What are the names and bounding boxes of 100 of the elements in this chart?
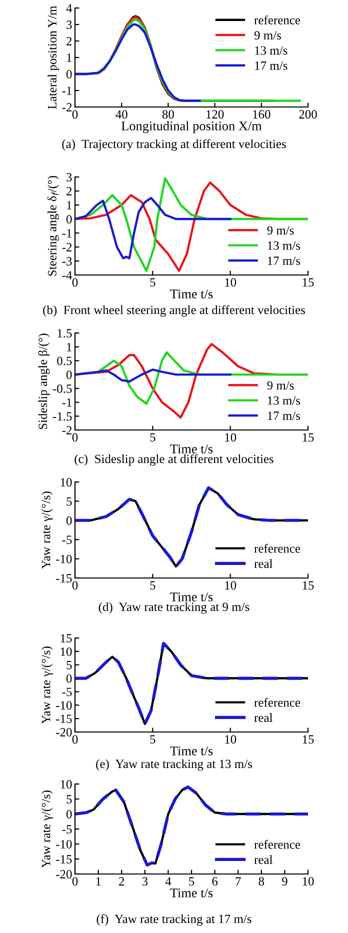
y-tick-label: -15 — [56, 714, 72, 724]
x-axis-title: Time t/s — [170, 290, 213, 298]
x-tick-label: 10 — [225, 735, 236, 744]
y-tick-label: 0 — [66, 810, 72, 818]
y-tick-label: -2 — [62, 103, 72, 112]
x-tick-label: 4 — [165, 877, 172, 886]
legend-label: 9 m/s — [254, 31, 281, 40]
legend-label: reference — [254, 544, 300, 553]
y-tick-label: -10 — [56, 701, 72, 710]
x-tick-label: 15 — [302, 581, 314, 590]
y-axis-title: Yaw rate γ/(°/s) — [41, 646, 53, 724]
y-axis-title: Yaw rate γ/(°/s) — [41, 492, 53, 569]
x-axis-title: Time t/s — [170, 444, 213, 454]
legend-label: 13 m/s — [255, 46, 288, 55]
y-tick-label: 0 — [66, 215, 72, 224]
legend-label: 17 m/s — [268, 412, 300, 420]
y-tick-label: 3 — [66, 20, 72, 29]
legend-label: 17 m/s — [255, 61, 288, 70]
x-tick-label: 6 — [212, 877, 218, 886]
x-tick-label: 3 — [142, 877, 148, 886]
y-tick-label: -5 — [62, 688, 72, 696]
text: (f) Yaw rate tracking at 17 m/s — [96, 914, 252, 926]
line-series — [75, 368, 232, 383]
y-tick-label: -10 — [56, 840, 72, 848]
y-tick-label: 4 — [66, 4, 72, 12]
x-tick-label: 15 — [302, 278, 314, 287]
x-axis-title: Longitudinal position X/m — [122, 121, 262, 134]
y-tick-label: -5 — [62, 536, 72, 544]
legend-label: reference — [254, 15, 300, 24]
y-tick-label: 5 — [66, 795, 72, 804]
y-tick-label: -20 — [56, 870, 72, 878]
y-tick-label: -2 — [62, 243, 72, 252]
y-tick-label: 0 — [66, 70, 72, 78]
x-tick-label: 5 — [150, 433, 156, 442]
x-tick-label: 5 — [150, 581, 156, 590]
y-tick-label: 10 — [60, 478, 72, 486]
y-tick-label: -5 — [62, 825, 72, 834]
legend-label: 9 m/s — [267, 226, 294, 235]
legend-label: 13 m/s — [268, 396, 300, 405]
x-tick-label: 1 — [96, 877, 101, 886]
legend-label: real — [254, 559, 272, 568]
y-tick-label: 0 — [66, 674, 72, 683]
x-axis-title: Time t/s — [170, 888, 213, 898]
y-tick-label: 1 — [67, 201, 72, 210]
x-tick-label: 10 — [225, 433, 236, 442]
x-tick-label: 8 — [258, 877, 264, 886]
legend-label: real — [254, 855, 272, 864]
text: (d) Yaw rate tracking at 9 m/s — [98, 602, 250, 614]
x-tick-label: 120 — [206, 110, 224, 119]
y-tick-label: 1 — [67, 342, 72, 352]
y-tick-label: -20 — [56, 728, 72, 736]
legend-label: reference — [254, 840, 300, 849]
y-tick-label: 0 — [66, 370, 72, 380]
y-tick-label: -4 — [62, 271, 72, 280]
y-axis-title: Yaw rate γ/(°/s) — [41, 790, 53, 868]
legend-label: 17 m/s — [268, 256, 300, 265]
y-tick-label: 5 — [66, 497, 72, 506]
x-tick-label: 200 — [299, 110, 317, 119]
y-tick-label: 0 — [66, 516, 72, 525]
text: (e) Yaw rate tracking at 13 m/s — [96, 759, 252, 771]
y-tick-label: -15 — [56, 855, 72, 864]
x-tick-label: 10 — [302, 877, 314, 886]
y-tick-label: 5 — [66, 661, 72, 670]
y-tick-label: -10 — [56, 554, 72, 564]
y-axis-title: Sideslip angle β/(°) — [38, 334, 50, 430]
x-tick-label: 10 — [225, 278, 236, 287]
text: (a) Trajectory tracking at different velocities — [62, 139, 286, 151]
y-axis-title: Steering angle δ$_{f}$/(°) — [48, 176, 59, 276]
x-tick-label: 9 — [282, 877, 288, 886]
x-tick-label: 7 — [236, 877, 241, 886]
y-tick-label: 1 — [67, 54, 72, 62]
x-tick-label: 5 — [150, 735, 156, 744]
y-tick-label: 2 — [66, 37, 72, 46]
x-axis-title: Time t/s — [170, 746, 213, 756]
y-tick-label: -0.5 — [52, 384, 72, 393]
y-tick-label: -15 — [56, 574, 72, 582]
y-tick-label: 15 — [60, 634, 72, 642]
y-tick-label: 10 — [60, 647, 72, 656]
y-tick-label: -1.5 — [52, 412, 72, 421]
x-tick-label: 80 — [162, 110, 174, 119]
x-tick-label: 10 — [225, 581, 236, 590]
x-tick-label: 40 — [116, 110, 128, 119]
x-tick-label: 5 — [189, 877, 194, 886]
x-axis-title: Time t/s — [170, 592, 213, 602]
y-tick-label: 3 — [66, 173, 72, 182]
legend-label: 9 m/s — [267, 381, 294, 390]
y-tick-label: 10 — [60, 780, 72, 788]
y-tick-label: 0.5 — [57, 356, 72, 366]
y-tick-label: -1 — [62, 398, 72, 407]
line-series — [75, 196, 232, 260]
legend-label: reference — [254, 698, 300, 707]
y-tick-label: -1 — [62, 229, 72, 238]
text: (b) Front wheel steering angle at different velocities — [43, 305, 305, 317]
x-tick-label: 2 — [119, 877, 124, 886]
y-tick-label: 2 — [66, 187, 72, 196]
line-series — [75, 23, 201, 102]
x-tick-label: 15 — [302, 735, 314, 744]
legend-label: 13 m/s — [268, 241, 300, 250]
y-tick-label: -1 — [62, 86, 72, 95]
y-tick-label: -2 — [62, 426, 72, 434]
